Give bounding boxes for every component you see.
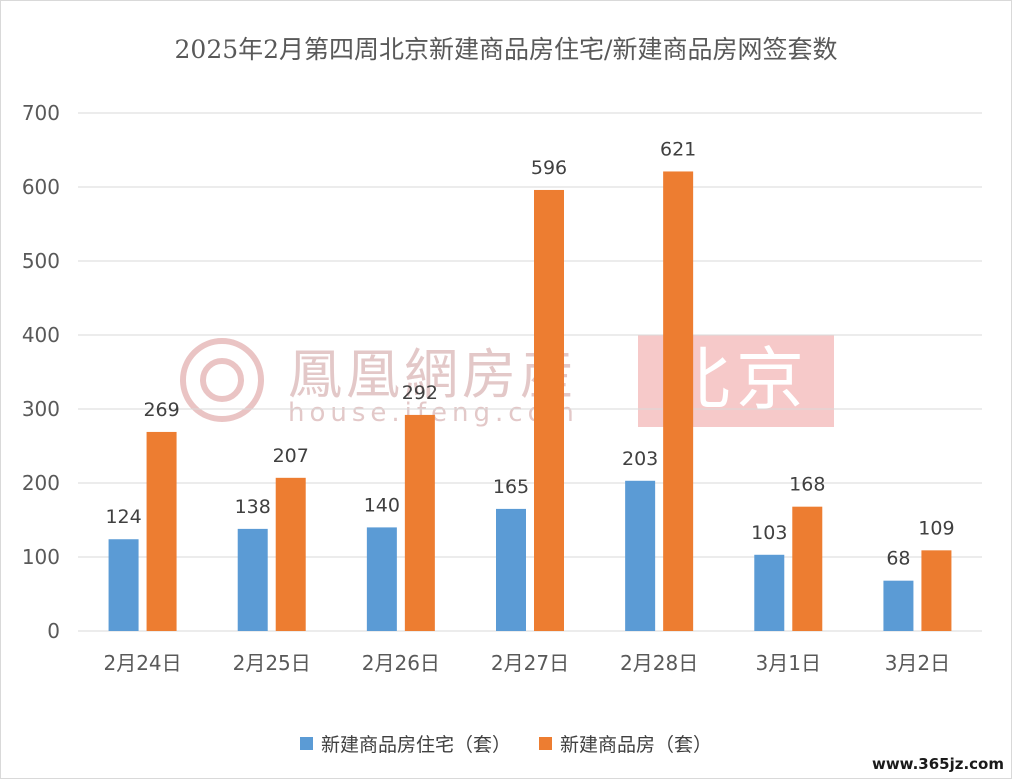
x-tick-label: 3月1日 (756, 651, 821, 675)
data-label: 621 (660, 138, 696, 160)
x-tick-label: 3月2日 (885, 651, 950, 675)
y-tick-label: 700 (22, 101, 60, 125)
data-label: 596 (531, 157, 567, 179)
x-tick-label: 2月28日 (620, 651, 698, 675)
bar-residential (237, 528, 268, 631)
data-label: 165 (493, 476, 529, 498)
data-label: 292 (402, 382, 438, 404)
data-label: 207 (273, 445, 309, 467)
bar-all (534, 189, 564, 631)
legend-label-residential: 新建商品房住宅（套） (320, 734, 511, 756)
ifeng-logo-icon (180, 338, 264, 422)
x-tick-label: 2月24日 (103, 651, 181, 675)
data-label: 109 (918, 517, 954, 539)
chart-title: 2025年2月第四周北京新建商品房住宅/新建商品房网签套数 (174, 35, 838, 64)
corner-watermark: www.365jz.com (871, 755, 1004, 773)
data-label: 103 (751, 522, 787, 544)
legend-swatch-all (539, 737, 552, 750)
data-label: 138 (235, 496, 271, 518)
legend-swatch-residential (299, 737, 313, 750)
x-tick-label: 2月25日 (233, 651, 311, 675)
bar-all (404, 414, 435, 631)
data-label: 168 (789, 474, 825, 496)
bar-residential (883, 580, 914, 631)
watermark-brand: 鳳凰網房産 (288, 343, 578, 406)
x-tick-label: 2月27日 (491, 651, 569, 675)
y-tick-label: 400 (22, 323, 60, 347)
x-tick-label: 2月26日 (362, 651, 440, 675)
bar-all (921, 550, 952, 631)
bar-residential (754, 554, 785, 631)
legend-item-residential: 新建商品房住宅（套） (299, 730, 511, 757)
y-tick-label: 0 (47, 619, 60, 643)
bar-all (792, 506, 823, 631)
bar-residential (496, 508, 526, 631)
data-label: 140 (364, 494, 400, 516)
data-label: 124 (105, 506, 141, 528)
legend: 新建商品房住宅（套） 新建商品房（套） (0, 730, 1012, 757)
data-label: 68 (886, 548, 910, 570)
bar-residential (366, 527, 397, 631)
bar-residential (108, 539, 139, 631)
bar-all (275, 477, 306, 631)
bar-residential (625, 480, 656, 631)
legend-label-all: 新建商品房（套） (560, 734, 713, 756)
y-tick-label: 100 (22, 545, 60, 569)
y-tick-label: 300 (22, 397, 60, 421)
y-tick-label: 600 (22, 175, 60, 199)
bar-all (146, 431, 177, 631)
y-tick-label: 500 (22, 249, 60, 273)
data-label: 269 (143, 399, 179, 421)
data-label: 203 (622, 448, 658, 470)
legend-item-all: 新建商品房（套） (539, 730, 712, 757)
y-tick-label: 200 (22, 471, 60, 495)
bar-all (663, 171, 694, 631)
